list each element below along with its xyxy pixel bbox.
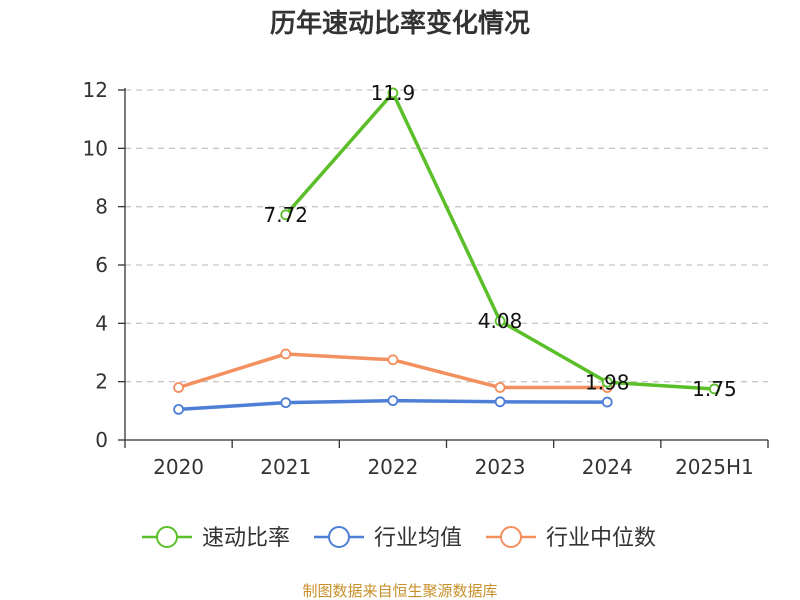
y-tick-label: 10	[83, 136, 108, 160]
data-point	[387, 354, 399, 366]
data-point	[173, 382, 184, 393]
data-point	[709, 383, 720, 395]
data-point	[494, 396, 506, 408]
x-tick-label: 2021	[260, 455, 311, 479]
y-tick-label: 4	[95, 311, 108, 335]
gridlines	[125, 89, 768, 383]
y-tick-label: 0	[95, 428, 108, 452]
x-tick-label: 2022	[367, 455, 418, 479]
y-tick-label: 2	[95, 370, 108, 394]
data-label: 4.08	[478, 309, 523, 333]
legend-marker	[500, 526, 522, 548]
y-tick-label: 8	[95, 195, 108, 219]
data-point	[280, 209, 292, 221]
data-point	[601, 376, 613, 388]
legend-marker	[328, 526, 350, 548]
data-point	[173, 403, 184, 415]
data-point	[280, 397, 292, 409]
data-point	[494, 382, 506, 393]
data-point	[280, 348, 292, 360]
x-tick-label: 2024	[582, 455, 633, 479]
axes: 0 2 4 6 8 10 12 2020 2021 2022 2023 2024 2025H1	[83, 78, 769, 479]
data-label: 1.75	[692, 377, 737, 401]
data-point	[494, 315, 506, 327]
y-tick-label: 12	[83, 78, 108, 102]
x-tick-label: 2020	[153, 455, 204, 479]
data-point	[387, 87, 399, 99]
legend-item[interactable]: 行业均值	[314, 526, 462, 551]
legend-label: 速动比率	[202, 526, 290, 551]
data-point	[601, 396, 613, 408]
legend[interactable]: 速动比率 行业均值 行业中位数	[142, 526, 656, 551]
legend-label: 行业均值	[374, 526, 462, 551]
data-label: 7.72	[263, 203, 308, 227]
data-label: 11.9	[371, 81, 416, 105]
x-tick-label: 2023	[475, 455, 526, 479]
legend-item[interactable]: 行业中位数	[486, 526, 656, 551]
source-note: 制图数据来自恒生聚源数据库	[302, 582, 497, 600]
chart-title: 历年速动比率变化情况	[270, 8, 530, 39]
y-tick-label: 6	[95, 253, 108, 277]
data-point	[387, 395, 399, 407]
x-tick-label: 2025H1	[675, 455, 754, 479]
legend-item[interactable]: 速动比率	[142, 526, 290, 551]
series-line	[284, 91, 717, 391]
legend-label: 行业中位数	[546, 526, 656, 551]
legend-marker	[156, 526, 178, 548]
series-lines	[173, 87, 720, 415]
data-label: 1.98	[585, 370, 630, 394]
data-labels: 7.72 11.9 4.08 1.98 1.75	[263, 81, 736, 401]
